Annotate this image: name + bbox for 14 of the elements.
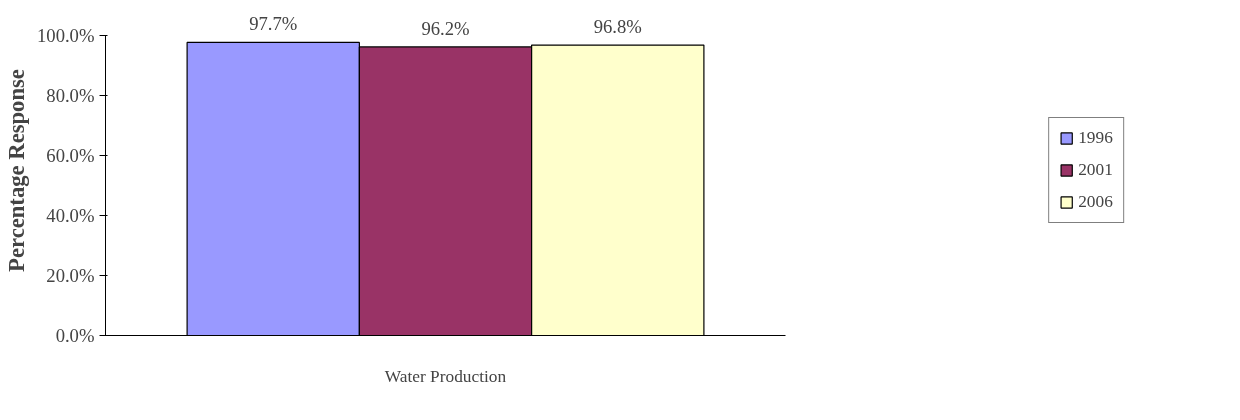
data-label: 96.2% — [421, 17, 470, 39]
x-tick-label: Water Production — [384, 366, 507, 386]
y-tick-label: 40.0% — [46, 205, 95, 226]
legend-label: 2006 — [1078, 192, 1113, 212]
y-axis-title: Percentage Response — [3, 69, 29, 272]
y-tick-label: 80.0% — [46, 85, 95, 106]
legend-label: 2001 — [1078, 160, 1113, 180]
y-tick-label: 100.0% — [36, 25, 95, 46]
y-tick-label: 20.0% — [46, 265, 95, 286]
y-tick-label: 0.0% — [55, 325, 95, 346]
y-tick-label: 60.0% — [46, 145, 95, 166]
data-label: 96.8% — [593, 16, 642, 38]
data-label: 97.7% — [249, 13, 298, 35]
legend-label: 1996 — [1078, 128, 1113, 148]
